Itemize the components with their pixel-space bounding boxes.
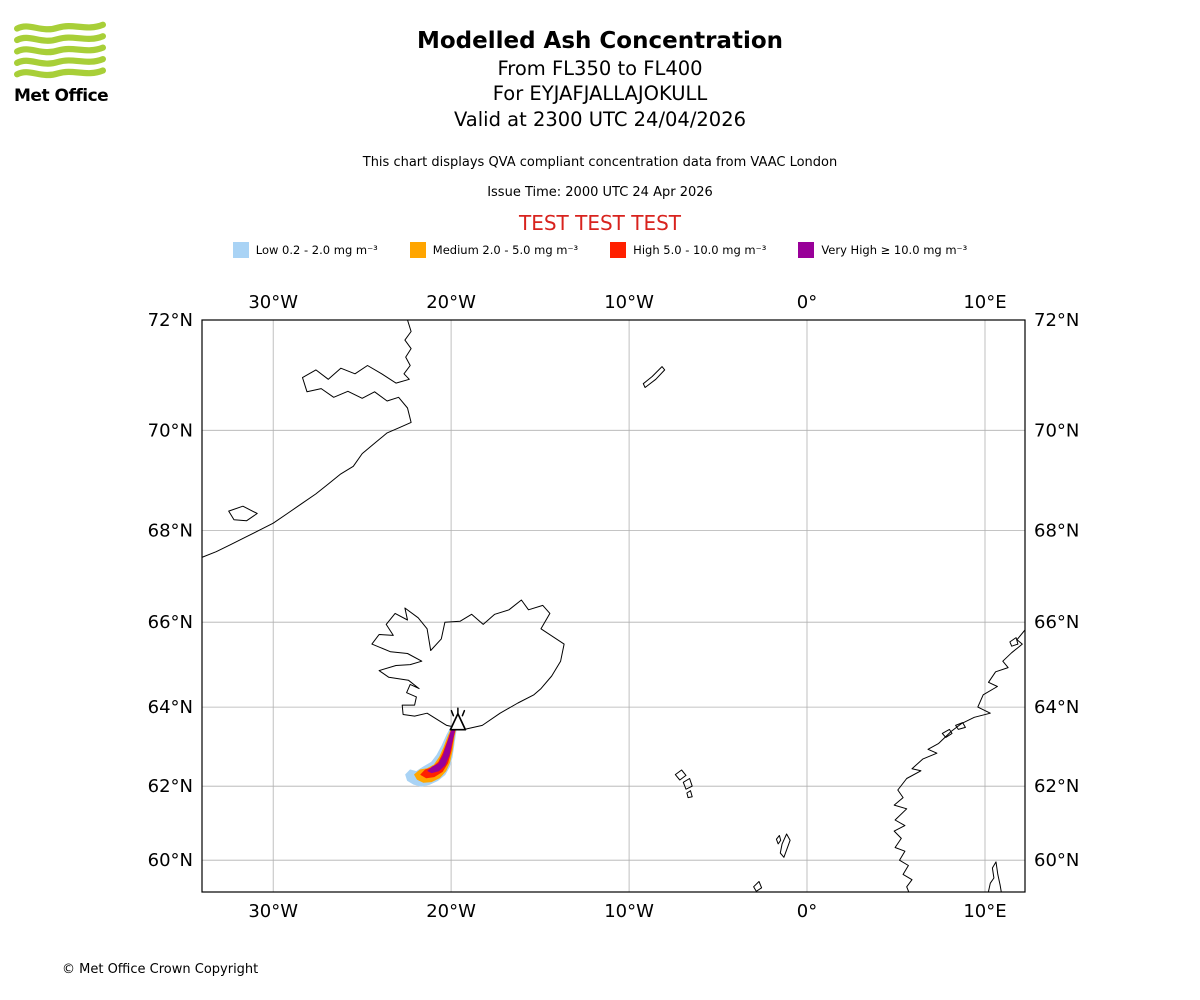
logo-wave [14,67,106,79]
subtitle-flight-levels: From FL350 to FL400 [497,56,703,80]
lon-label-bottom: 10°W [604,901,654,922]
lon-label-top: 10°E [963,292,1006,313]
island-iceland [371,599,565,730]
coastline-norway-west-coast [893,629,1025,892]
test-banner: TEST TEST TEST [518,210,681,235]
lon-label-bottom: 30°W [248,901,298,922]
island-vega [1009,637,1019,647]
legend-item-high: High 5.0 - 10.0 mg m⁻³ [610,241,767,258]
legend-item-very-high: Very High ≥ 10.0 mg m⁻³ [798,241,968,258]
subtitle-volcano: For EYJAFJALLAJOKULL [492,82,708,106]
lon-label-top: 10°W [604,292,654,313]
volcano-marker [449,707,467,731]
coastline-greenland-east-coast [202,320,412,558]
lat-label-left: 72°N [148,310,193,331]
legend-label: High 5.0 - 10.0 mg m⁻³ [633,242,767,257]
legend-item-medium: Medium 2.0 - 5.0 mg m⁻³ [409,241,579,258]
page-title: Modelled Ash Concentration [416,28,784,54]
island-orkney [753,881,763,892]
legend: Low 0.2 - 2.0 mg m⁻³ Medium 2.0 - 5.0 mg … [0,241,1200,258]
volcano-triangle-icon [449,712,467,731]
legend-label: Low 0.2 - 2.0 mg m⁻³ [255,242,378,257]
lon-label-bottom: 0° [797,901,817,922]
lat-label-right: 62°N [1034,776,1079,797]
island-jan-mayen [642,366,666,388]
legend-label: Medium 2.0 - 5.0 mg m⁻³ [432,242,579,257]
legend-label: Very High ≥ 10.0 mg m⁻³ [821,242,968,257]
lat-label-right: 68°N [1034,520,1079,541]
island-scoresby-island [228,505,258,522]
island-faroe-north [674,769,687,781]
logo-wave [14,44,106,56]
island-shetland-main [779,833,791,858]
lat-label-right: 70°N [1034,420,1079,441]
subtitle-valid-time: Valid at 2300 UTC 24/04/2026 [453,108,747,132]
logo-wave [14,21,106,33]
met-office-wordmark: Met Office [14,86,109,106]
lat-label-left: 64°N [148,697,193,718]
legend-swatch-low [232,241,249,258]
lon-label-top: 20°W [426,292,476,313]
lat-label-right: 64°N [1034,697,1079,718]
lon-label-top: 0° [797,292,817,313]
island-shetland-west [775,835,782,845]
map-layers [202,320,1025,892]
lon-label-bottom: 10°E [963,901,1006,922]
island-smola [941,728,953,738]
lat-label-left: 70°N [148,420,193,441]
lon-label-bottom: 20°W [426,901,476,922]
qva-note: This chart displays QVA compliant concen… [362,154,838,170]
legend-swatch-very-high [798,241,815,258]
logo-wave [14,33,106,44]
header-block: Modelled Ash Concentration From FL350 to… [0,28,1200,258]
map-area: 30°W 30°W 20°W 20°W 10°W 10°W 0° 0° 10°E 10°E 60°N… [140,283,1090,933]
legend-swatch-medium [409,241,426,258]
copyright-notice: © Met Office Crown Copyright [62,962,259,977]
lat-label-left: 62°N [148,776,193,797]
met-office-logo-waves [14,21,106,79]
lat-label-left: 66°N [148,612,193,633]
coastline-oslofjord-coast [987,861,1002,892]
island-hitra [955,722,966,730]
lat-label-right: 66°N [1034,612,1079,633]
issue-time: Issue Time: 2000 UTC 24 Apr 2026 [487,184,713,200]
lon-label-top: 30°W [248,292,298,313]
met-office-logo: Met Office [14,20,114,106]
lat-label-right: 60°N [1034,850,1079,871]
ash-map: 30°W 30°W 20°W 20°W 10°W 10°W 0° 0° 10°E 10°E 60°N… [148,292,1080,922]
lat-label-left: 68°N [148,520,193,541]
island-faroe-south [686,790,693,799]
legend-item-low: Low 0.2 - 2.0 mg m⁻³ [232,241,378,258]
island-faroe-mid [682,778,693,790]
lat-label-right: 72°N [1034,310,1079,331]
logo-wave [14,55,106,67]
legend-swatch-high [610,241,627,258]
ash-contour-medium [414,721,458,783]
volcano-eruption-icon [450,707,466,717]
lat-label-left: 60°N [148,850,193,871]
map-border [201,319,1026,893]
